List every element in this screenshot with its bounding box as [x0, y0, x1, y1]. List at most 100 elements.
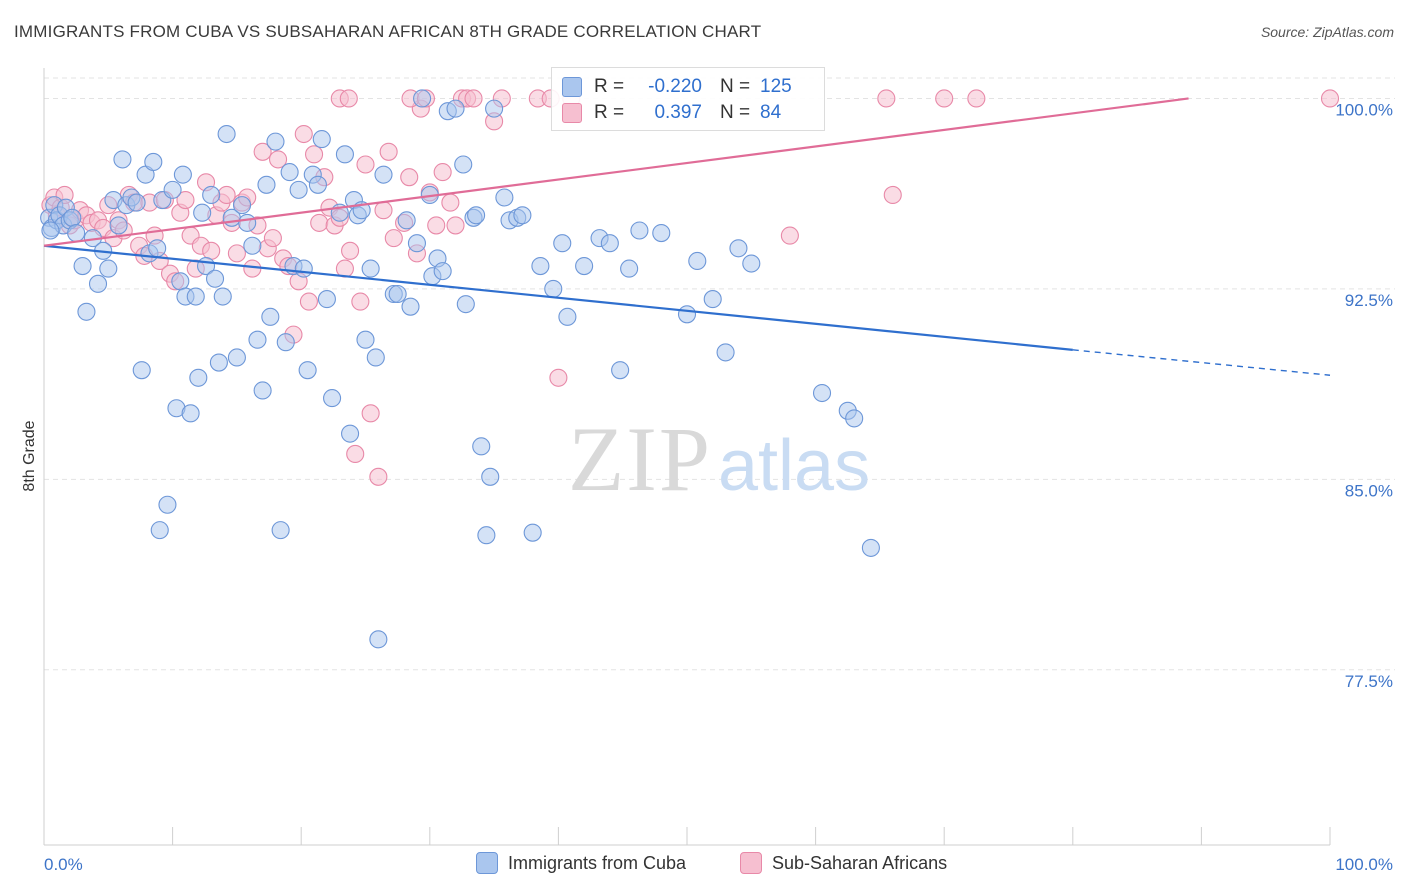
point-cuba: [742, 254, 761, 273]
point-cuba: [88, 274, 108, 293]
y-tick-label: 92.5%: [1345, 291, 1393, 310]
point-subsaharan: [227, 244, 246, 263]
point-cuba: [729, 239, 748, 258]
point-cuba: [41, 221, 60, 240]
y-axis-label: 8th Grade: [21, 420, 38, 491]
point-subsaharan: [253, 142, 272, 161]
watermark-atlas: atlas: [718, 426, 870, 506]
point-cuba: [289, 180, 308, 199]
point-subsaharan: [883, 185, 902, 205]
point-cuba: [366, 348, 385, 367]
point-subsaharan: [379, 142, 398, 161]
point-cuba: [861, 538, 880, 557]
point-cuba: [575, 257, 594, 276]
point-cuba: [158, 495, 177, 514]
point-cuba: [109, 216, 128, 235]
stats-row-cuba: R = -0.220 N = 125: [562, 75, 792, 99]
point-subsaharan: [780, 226, 799, 245]
point-subsaharan: [935, 89, 954, 108]
y-tick-label: 100.0%: [1335, 100, 1393, 119]
point-subsaharan: [346, 444, 365, 464]
point-cuba: [127, 193, 146, 212]
point-subsaharan: [400, 168, 419, 187]
point-cuba: [485, 99, 504, 118]
legend-swatch-cuba: [476, 852, 498, 874]
trendline-cuba: [43, 244, 1073, 351]
point-cuba: [298, 361, 317, 380]
legend-swatch-africans: [740, 852, 762, 874]
chart-title: IMMIGRANTS FROM CUBA VS SUBSAHARAN AFRIC…: [14, 22, 762, 41]
point-cuba: [261, 307, 280, 326]
point-cuba: [227, 348, 246, 367]
legend-label-cuba: Immigrants from Cuba: [508, 852, 687, 873]
trendline-subsaharan: [43, 97, 1189, 247]
point-subsaharan: [446, 216, 465, 235]
point-cuba: [433, 262, 452, 281]
point-cuba: [374, 165, 393, 184]
point-cuba: [467, 206, 486, 225]
point-cuba: [456, 295, 475, 314]
point-cuba: [454, 155, 473, 174]
point-cuba: [481, 467, 500, 486]
point-cuba: [677, 305, 697, 324]
point-cuba: [67, 223, 86, 243]
chart-source: Source: ZipAtlas.com: [1260, 24, 1394, 40]
legend-r-value: 0.397: [654, 102, 702, 123]
point-cuba: [544, 279, 563, 298]
point-subsaharan: [310, 213, 329, 232]
point-cuba: [189, 368, 208, 387]
point-cuba: [132, 361, 151, 380]
point-cuba: [620, 259, 639, 278]
point-cuba: [186, 287, 205, 306]
x-tick-label: 100.0%: [1335, 855, 1393, 874]
point-subsaharan: [351, 292, 370, 311]
point-cuba: [553, 234, 572, 253]
point-cuba: [413, 89, 432, 108]
point-cuba: [513, 206, 532, 225]
point-cuba: [341, 424, 360, 443]
point-cuba: [688, 251, 707, 271]
y-tick-label: 85.0%: [1345, 481, 1393, 500]
legend-label-africans: Sub-Saharan Africans: [772, 852, 948, 873]
point-cuba: [181, 404, 200, 423]
point-subsaharan: [967, 89, 986, 108]
point-cuba: [356, 330, 375, 349]
legend-swatch-africans: [562, 103, 582, 123]
point-subsaharan: [384, 229, 403, 248]
point-cuba: [652, 223, 671, 243]
point-subsaharan: [341, 241, 360, 260]
point-subsaharan: [361, 404, 380, 423]
point-cuba: [600, 234, 619, 253]
point-cuba: [323, 389, 342, 408]
point-cuba: [558, 307, 577, 326]
legend-r-label: R =: [594, 102, 625, 123]
point-cuba: [308, 175, 327, 194]
legend-item-cuba[interactable]: Immigrants from Cuba: [476, 852, 686, 874]
point-cuba: [171, 272, 190, 291]
point-cuba: [77, 302, 96, 321]
point-cuba: [163, 180, 182, 199]
point-cuba: [173, 165, 192, 184]
point-subsaharan: [339, 89, 358, 108]
point-subsaharan: [217, 185, 236, 205]
point-cuba: [193, 203, 212, 222]
point-cuba: [271, 521, 290, 540]
point-cuba: [144, 152, 163, 172]
legend-item-africans[interactable]: Sub-Saharan Africans: [740, 852, 947, 874]
point-cuba: [257, 175, 276, 194]
legend-n-value: 84: [760, 102, 782, 123]
point-subsaharan: [433, 163, 452, 182]
point-subsaharan: [294, 124, 313, 144]
point-cuba: [407, 234, 426, 253]
legend-n-label: N =: [720, 76, 751, 97]
point-subsaharan: [299, 292, 318, 311]
point-cuba: [401, 297, 420, 316]
point-cuba: [248, 330, 267, 349]
point-subsaharan: [549, 368, 568, 387]
point-cuba: [369, 630, 388, 649]
point-subsaharan: [1320, 89, 1340, 108]
stats-legend: R = -0.220 N = 125 R = 0.397 N = 84: [551, 67, 825, 131]
point-cuba: [335, 145, 354, 164]
point-cuba: [294, 259, 313, 278]
point-cuba: [150, 521, 169, 540]
